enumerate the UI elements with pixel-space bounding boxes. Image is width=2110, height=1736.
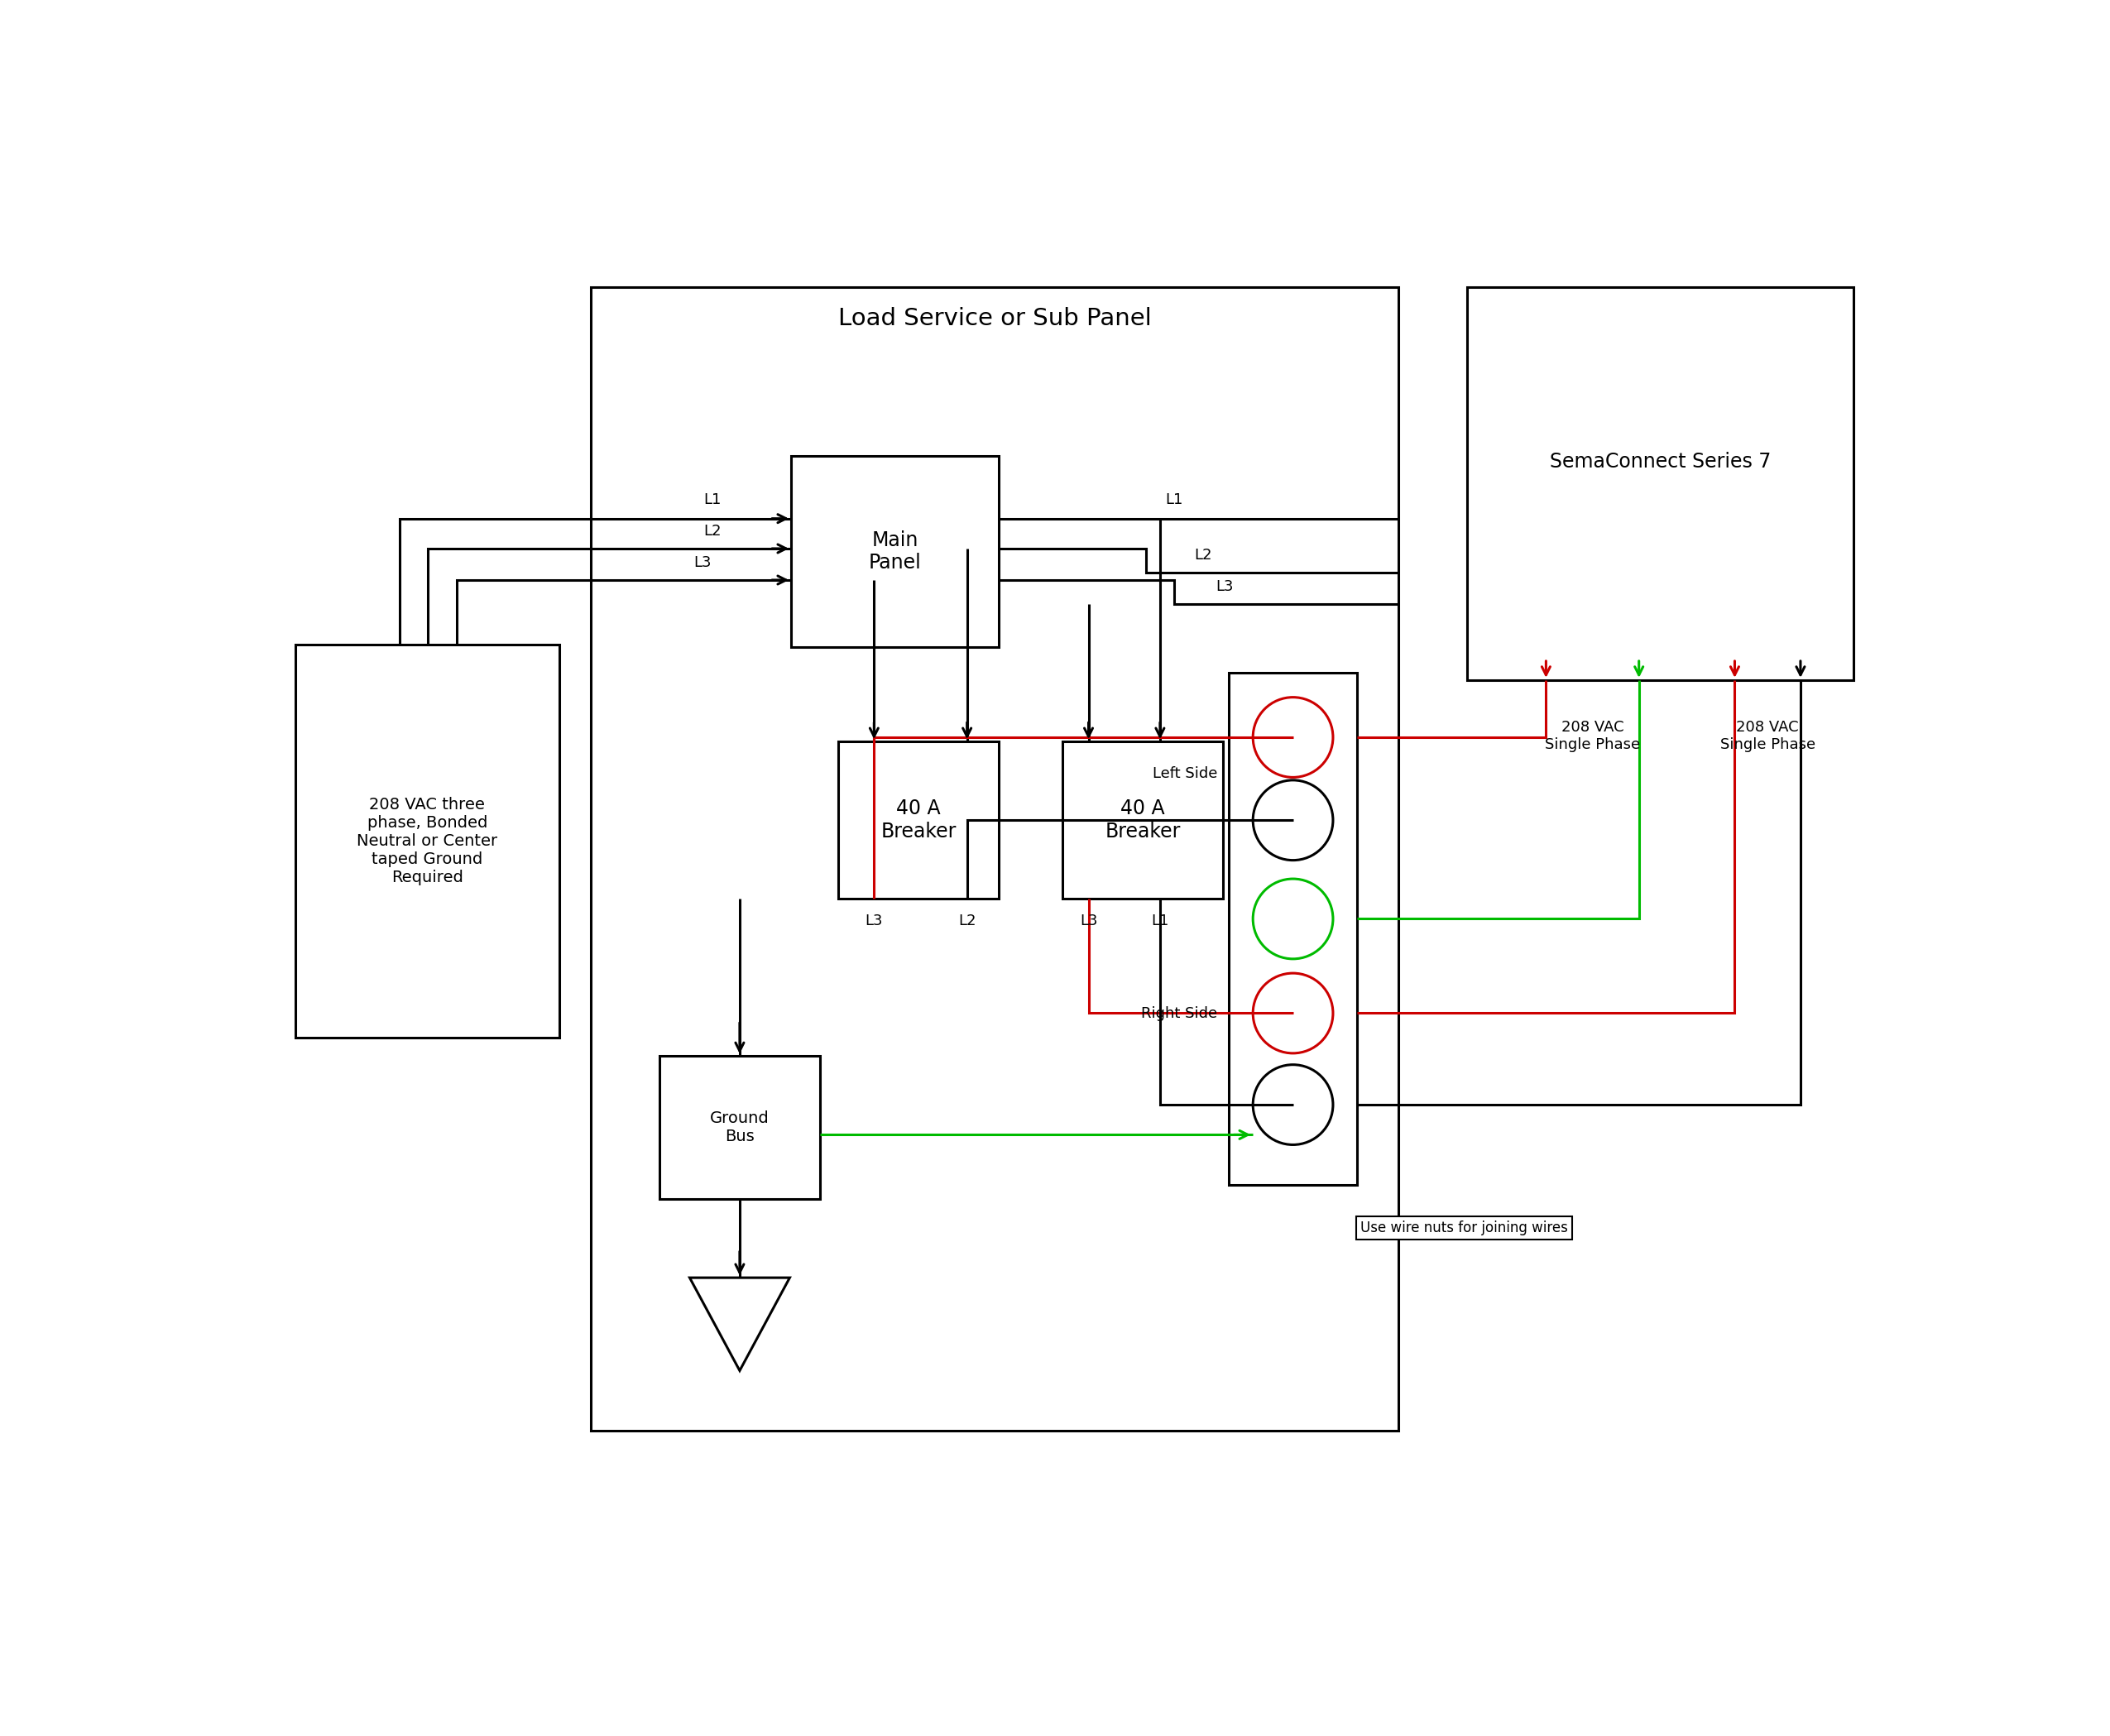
Bar <box>660 1055 821 1200</box>
Text: Load Service or Sub Panel: Load Service or Sub Panel <box>838 307 1152 330</box>
Bar <box>295 644 559 1038</box>
Text: L2: L2 <box>958 913 977 929</box>
Text: L3: L3 <box>694 556 711 569</box>
Text: L3: L3 <box>1215 580 1232 594</box>
Text: L2: L2 <box>703 524 722 538</box>
Bar <box>838 741 998 899</box>
Text: L1: L1 <box>1165 493 1184 507</box>
Bar <box>1228 674 1357 1184</box>
Text: L3: L3 <box>1080 913 1097 929</box>
Text: 208 VAC
Single Phase: 208 VAC Single Phase <box>1720 720 1815 752</box>
Text: 208 VAC three
phase, Bonded
Neutral or Center
taped Ground
Required: 208 VAC three phase, Bonded Neutral or C… <box>357 797 498 885</box>
Bar <box>591 286 1399 1430</box>
Text: Left Side: Left Side <box>1152 766 1217 781</box>
Text: L3: L3 <box>865 913 882 929</box>
Text: SemaConnect Series 7: SemaConnect Series 7 <box>1549 451 1770 472</box>
Text: Main
Panel: Main Panel <box>869 529 922 573</box>
Text: L2: L2 <box>1194 549 1211 562</box>
Circle shape <box>1253 698 1334 778</box>
Text: 208 VAC
Single Phase: 208 VAC Single Phase <box>1545 720 1639 752</box>
Circle shape <box>1253 974 1334 1054</box>
Text: Ground
Bus: Ground Bus <box>709 1111 770 1144</box>
Text: 40 A
Breaker: 40 A Breaker <box>1106 799 1182 842</box>
Bar <box>1466 286 1853 681</box>
Circle shape <box>1253 1064 1334 1144</box>
Text: Use wire nuts for joining wires: Use wire nuts for joining wires <box>1361 1220 1568 1236</box>
Text: 40 A
Breaker: 40 A Breaker <box>880 799 956 842</box>
Text: L1: L1 <box>703 493 722 507</box>
Bar <box>1063 741 1224 899</box>
Circle shape <box>1253 878 1334 958</box>
Bar <box>791 455 998 648</box>
Text: Right Side: Right Side <box>1142 1007 1217 1021</box>
Text: L1: L1 <box>1152 913 1169 929</box>
Circle shape <box>1253 779 1334 861</box>
